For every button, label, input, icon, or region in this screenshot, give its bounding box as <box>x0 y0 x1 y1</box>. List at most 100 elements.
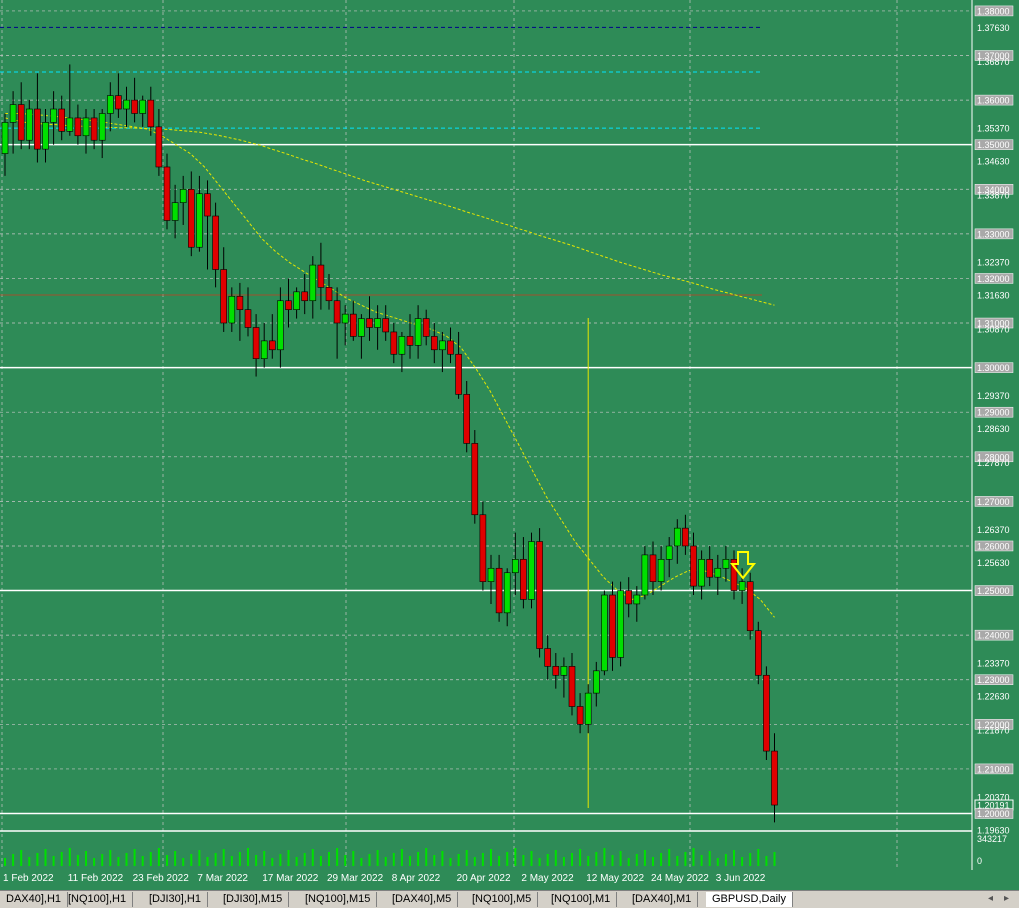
bull-candle-body <box>98 113 106 141</box>
tab-nq100-m15[interactable]: [NQ100],M15 <box>299 892 378 907</box>
tab-dji30-m15[interactable]: [DJI30],M15 <box>217 892 290 907</box>
price-label-box <box>974 496 1014 507</box>
tab-nq100-m5[interactable]: [NQ100],M5 <box>466 892 539 907</box>
tab-nq100-h1[interactable]: [NQ100],H1 <box>62 892 134 907</box>
candle <box>277 287 284 368</box>
bear-candle-body <box>317 264 325 288</box>
bear-candle-body <box>706 559 714 578</box>
bear-candle-body <box>204 193 211 217</box>
price-label: 1.35370 <box>977 124 1010 134</box>
bear-candle-body <box>609 594 616 658</box>
date-label: 7 Mar 2022 <box>197 873 248 884</box>
price-label-box <box>974 763 1014 775</box>
volume-min-label: 0 <box>977 856 982 866</box>
bear-candle-body <box>212 215 219 270</box>
price-label-box <box>974 406 1014 418</box>
scroll-right-icon[interactable]: ▸ <box>1004 893 1010 904</box>
bear-candle-body <box>447 340 454 355</box>
price-label: 1.29000 <box>977 408 1010 418</box>
price-label: 1.23000 <box>977 675 1010 685</box>
bear-candle-body <box>244 309 252 328</box>
bear-candle-body <box>763 674 770 752</box>
bull-candle-body <box>722 559 730 569</box>
candle <box>682 514 689 555</box>
candle <box>252 314 260 377</box>
candle <box>633 586 641 622</box>
bull-candle-body <box>698 559 705 587</box>
price-label: 1.33870 <box>977 191 1010 201</box>
price-label-box <box>974 5 1014 17</box>
bear-candle-body <box>147 99 155 128</box>
bull-candle-body <box>398 336 406 355</box>
bull-candle-body <box>714 567 722 578</box>
bear-candle-body <box>625 590 633 605</box>
tab-nq100-m1[interactable]: [NQ100],M1 <box>545 892 618 907</box>
bull-candle-body <box>673 527 681 547</box>
bear-candle-body <box>188 188 195 248</box>
bull-candle-body <box>277 300 284 351</box>
price-label-box <box>974 629 1014 641</box>
chart-tab-bar: DAX40],H1 [NQ100],H1 [DJI30],H1 [DJI30],… <box>0 890 1019 908</box>
candle <box>430 323 438 364</box>
bear-candle-body <box>17 104 25 141</box>
candle <box>66 64 74 136</box>
candle <box>301 273 309 315</box>
price-label: 1.33000 <box>977 229 1010 239</box>
price-label: 1.20000 <box>977 809 1010 819</box>
volume-max-label: 343217 <box>977 834 1007 844</box>
candle <box>746 572 754 640</box>
price-label-box <box>974 451 1014 463</box>
bear-candle-body <box>115 95 122 110</box>
candle <box>131 77 138 123</box>
price-label: 1.22000 <box>977 720 1010 730</box>
candle <box>123 86 130 127</box>
candle <box>260 323 268 368</box>
bull-candle-body <box>358 318 365 337</box>
bull-candle-body <box>560 666 568 676</box>
tab-gbpusd-daily[interactable]: GBPUSD,Daily <box>706 892 793 907</box>
price-label-box <box>974 674 1014 685</box>
price-label-box <box>974 719 1014 730</box>
bear-candle-body <box>430 336 438 351</box>
price-label: 1.27870 <box>977 458 1010 468</box>
price-label: 1.20370 <box>977 793 1010 803</box>
candle <box>439 331 446 373</box>
bull-candle-body <box>309 264 317 302</box>
bull-candle-body <box>665 545 673 560</box>
candle <box>188 171 195 257</box>
bear-candle-body <box>536 541 543 649</box>
bear-candle-body <box>682 527 689 547</box>
bull-candle-body <box>633 594 641 605</box>
tab-dax40-h1[interactable]: DAX40],H1 <box>0 892 69 907</box>
candle <box>98 109 106 159</box>
bull-candle-body <box>503 572 511 614</box>
bull-candle-body <box>171 202 179 221</box>
candle <box>649 541 657 596</box>
scroll-left-icon[interactable]: ◂ <box>988 893 994 904</box>
price-label: 1.26000 <box>977 541 1010 551</box>
bull-candle-body <box>738 581 746 591</box>
candle <box>196 175 203 252</box>
price-label: 1.28630 <box>977 424 1010 434</box>
bear-candle-body <box>390 331 398 355</box>
candle <box>390 323 398 364</box>
candle <box>42 109 49 163</box>
bear-candle-body <box>422 318 430 337</box>
price-label: 1.28000 <box>977 452 1010 462</box>
price-label-box <box>974 808 1014 819</box>
date-label: 3 Jun 2022 <box>716 873 766 884</box>
date-label: 11 Feb 2022 <box>68 873 124 884</box>
candle <box>625 577 633 618</box>
price-label-box <box>974 228 1014 240</box>
candle <box>155 109 163 176</box>
candle <box>455 331 462 399</box>
bear-candle-body <box>479 514 487 582</box>
bull-candle-body <box>42 122 49 150</box>
tab-dax40-m1[interactable]: [DAX40],M1 <box>626 892 699 907</box>
tab-dax40-m5[interactable]: [DAX40],M5 <box>386 892 459 907</box>
tab-dji30-h1[interactable]: [DJI30],H1 <box>143 892 208 907</box>
candle <box>285 278 292 328</box>
